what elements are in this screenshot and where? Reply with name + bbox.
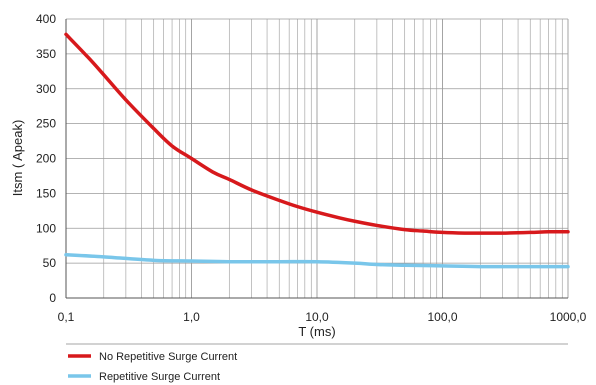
data-series (64, 32, 570, 269)
x-tick-label: 10,0 (305, 310, 329, 324)
series-line-repetitive (64, 253, 570, 269)
y-tick-label: 150 (36, 186, 56, 200)
y-tick-label: 300 (36, 82, 56, 96)
tick-labels: 0 50 100 150 200 250 300 350 400 0,1 1,0 10,0 100,0 1… (36, 12, 587, 324)
y-tick-label: 400 (36, 12, 56, 26)
x-tick-label: 1000,0 (550, 310, 587, 324)
y-tick-label: 0 (49, 291, 56, 305)
y-tick-label: 100 (36, 221, 56, 235)
series-line-no-repetitive (64, 32, 570, 235)
legend: No Repetitive Surge Current Repetitive S… (68, 351, 237, 383)
y-axis-label: Itsm ( Apeak) (10, 120, 25, 197)
y-tick-label: 200 (36, 152, 56, 166)
x-tick-label: 0,1 (58, 310, 75, 324)
x-tick-label: 1,0 (183, 310, 200, 324)
legend-label-repetitive: Repetitive Surge Current (99, 371, 220, 383)
y-tick-label: 250 (36, 117, 56, 131)
y-tick-label: 350 (36, 47, 56, 61)
legend-label-no-repetitive: No Repetitive Surge Current (99, 351, 237, 363)
grid-lines (65, 18, 569, 299)
x-tick-label: 100,0 (427, 310, 457, 324)
x-axis-label: T (ms) (298, 324, 335, 339)
y-tick-label: 50 (43, 256, 57, 270)
